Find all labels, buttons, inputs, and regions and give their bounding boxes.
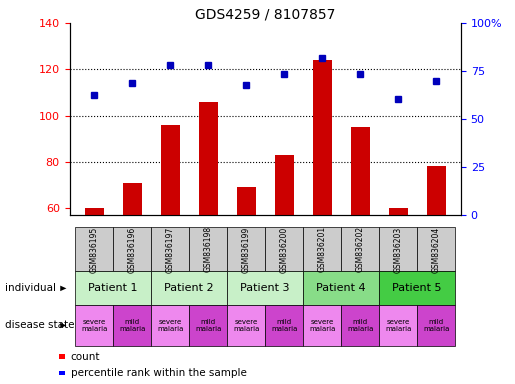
Text: mild
malaria: mild malaria: [119, 319, 145, 332]
Text: mild
malaria: mild malaria: [271, 319, 298, 332]
Text: GSM836203: GSM836203: [394, 226, 403, 273]
Text: Patient 1: Patient 1: [89, 283, 138, 293]
Bar: [237, 187, 256, 215]
Text: Patient 3: Patient 3: [241, 283, 290, 293]
Text: Patient 2: Patient 2: [164, 283, 214, 293]
Text: mild
malaria: mild malaria: [195, 319, 221, 332]
Text: disease state: disease state: [5, 320, 75, 331]
Text: GSM836195: GSM836195: [90, 226, 99, 273]
Bar: [161, 125, 180, 215]
Text: Patient 4: Patient 4: [316, 283, 366, 293]
Text: GSM836197: GSM836197: [166, 226, 175, 273]
Text: severe
malaria: severe malaria: [233, 319, 260, 332]
Bar: [427, 166, 445, 215]
Text: severe
malaria: severe malaria: [385, 319, 411, 332]
Text: mild
malaria: mild malaria: [423, 319, 450, 332]
Text: GSM836199: GSM836199: [242, 226, 251, 273]
Text: individual: individual: [5, 283, 56, 293]
Text: Patient 5: Patient 5: [392, 283, 442, 293]
Text: percentile rank within the sample: percentile rank within the sample: [71, 368, 247, 378]
Bar: [313, 60, 332, 215]
Text: GSM836204: GSM836204: [432, 226, 441, 273]
Text: mild
malaria: mild malaria: [347, 319, 373, 332]
Title: GDS4259 / 8107857: GDS4259 / 8107857: [195, 8, 335, 22]
Bar: [274, 155, 294, 215]
Bar: [85, 208, 104, 215]
Text: severe
malaria: severe malaria: [157, 319, 183, 332]
Bar: [389, 208, 408, 215]
Text: severe
malaria: severe malaria: [81, 319, 108, 332]
Text: count: count: [71, 352, 100, 362]
Text: GSM836200: GSM836200: [280, 226, 289, 273]
Bar: [351, 127, 370, 215]
Text: GSM836202: GSM836202: [356, 226, 365, 273]
Text: GSM836201: GSM836201: [318, 226, 327, 273]
Text: GSM836198: GSM836198: [204, 226, 213, 273]
Bar: [199, 102, 218, 215]
Text: severe
malaria: severe malaria: [309, 319, 335, 332]
Text: GSM836196: GSM836196: [128, 226, 136, 273]
Bar: [123, 183, 142, 215]
